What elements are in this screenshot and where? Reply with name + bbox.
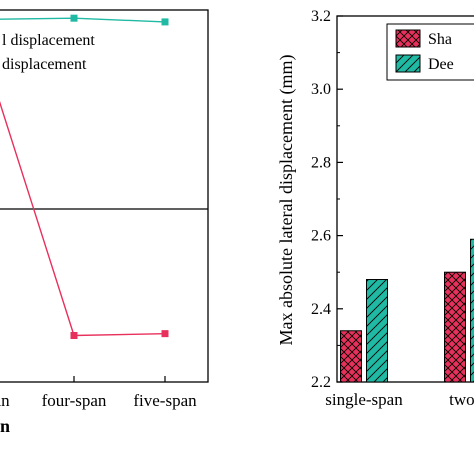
left-x-tick-label: five-span xyxy=(133,391,197,410)
left-series-2-marker xyxy=(70,14,78,22)
left-series-2-marker xyxy=(161,18,169,26)
left-series-1-marker xyxy=(70,332,78,339)
right-bar-1 xyxy=(444,271,466,383)
right-y-tick-label: 2.8 xyxy=(311,154,331,171)
right-legend: Sha Dee xyxy=(386,23,474,81)
left-legend-entry-2: displacement xyxy=(2,56,87,73)
left-plot-frame xyxy=(0,9,209,383)
right-legend-swatch-2 xyxy=(395,54,421,73)
right-bar-2 xyxy=(470,238,474,383)
left-x-ticks: span four-span five-span xyxy=(0,376,197,410)
left-series-group xyxy=(0,14,169,339)
left-series-line-1 xyxy=(0,100,166,337)
right-y-tick-label: 3.2 xyxy=(311,8,331,25)
right-x-ticks: single-span two-s xyxy=(325,390,474,409)
right-bars-group xyxy=(340,238,474,383)
right-x-tick-label: two-s xyxy=(449,390,474,409)
right-legend-swatch-1 xyxy=(395,29,421,48)
right-y-tick-label: 2.6 xyxy=(311,228,331,245)
left-series-line-2 xyxy=(0,17,166,23)
right-bar-2 xyxy=(366,279,388,383)
right-y-tick-label: 2.4 xyxy=(311,301,331,318)
left-legend: l displacement displacement xyxy=(2,32,95,73)
right-y-axis: 2.2 2.4 2.6 2.8 3.0 3.2 xyxy=(311,8,343,391)
right-y-tick-label: 3.0 xyxy=(311,81,331,98)
right-x-tick-label: single-span xyxy=(325,390,403,409)
right-legend-entry-2: Dee xyxy=(428,56,454,73)
right-y-axis-title: Max absolute lateral displacement (mm) xyxy=(276,55,297,346)
right-legend-entry-1: Sha xyxy=(428,31,452,48)
left-x-tick-label: four-span xyxy=(42,391,107,410)
right-y-tick-label: 2.2 xyxy=(311,374,331,391)
left-x-axis-title: n xyxy=(0,416,10,436)
left-legend-entry-1: l displacement xyxy=(2,32,95,49)
right-panel: 2.2 2.4 2.6 2.8 3.0 3.2 single-span two-s Max … xyxy=(276,8,474,409)
left-panel: span four-span five-span l displacement di… xyxy=(0,9,209,436)
right-bar-1 xyxy=(340,330,362,383)
left-x-tick-label: span xyxy=(0,391,10,410)
left-series-1-marker xyxy=(161,330,169,338)
